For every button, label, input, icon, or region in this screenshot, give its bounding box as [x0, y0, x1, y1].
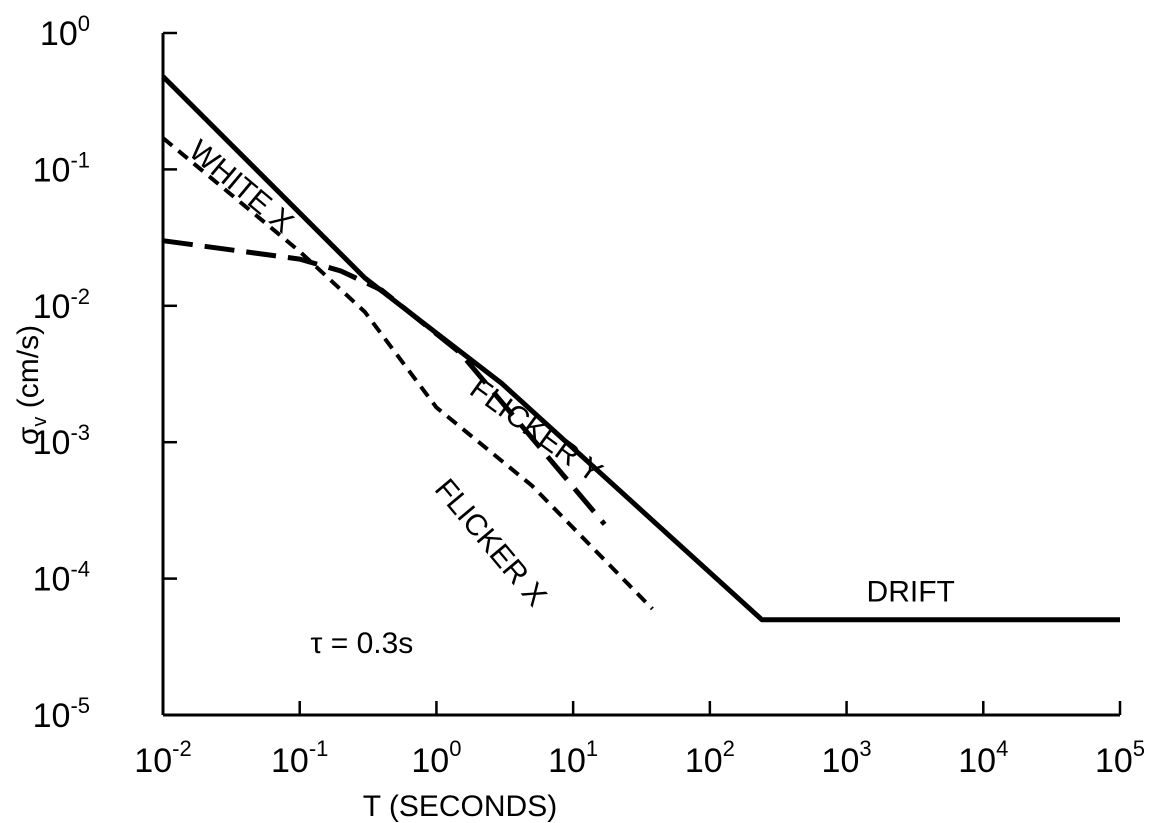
y-tick-label: 100	[40, 11, 90, 53]
y-tick-label-base: 10	[33, 288, 71, 326]
y-tick-label-base: 10	[33, 424, 71, 462]
x-tick-label-exp: 4	[996, 736, 1008, 761]
y-axis-title-sigma: σ	[12, 426, 45, 445]
annotation-label: FLICKER X	[428, 473, 553, 613]
x-tick-label-base: 10	[958, 742, 996, 780]
annotation-label: FLICKER Y	[464, 372, 608, 490]
series-line-flicker-y	[162, 238, 607, 526]
x-tick-label: 105	[1095, 736, 1145, 780]
y-tick-label-exp: -3	[70, 420, 90, 445]
x-tick-label: 101	[548, 736, 598, 780]
y-axis-title: σv (cm/s)	[12, 325, 51, 445]
x-tick-label-base: 10	[1095, 742, 1133, 780]
x-tick-label: 104	[958, 736, 1008, 780]
y-tick-label-base: 10	[33, 697, 71, 735]
y-axis-title-sub: v	[29, 417, 51, 427]
y-tick-label-exp: -5	[70, 693, 90, 718]
y-axis-title-unit: (cm/s)	[12, 325, 45, 417]
y-tick-label: 10-5	[33, 693, 90, 735]
x-tick-label-exp: 3	[859, 736, 871, 761]
series-line-flicker-x	[161, 136, 654, 611]
x-tick-label-base: 10	[548, 742, 586, 780]
y-tick-label: 10-3	[33, 420, 90, 462]
y-tick-label-exp: -2	[70, 284, 90, 309]
y-tick-label: 10-2	[33, 284, 90, 326]
x-tick-label-exp: 1	[586, 736, 598, 761]
x-tick-label-base: 10	[271, 742, 309, 780]
x-tick-label-exp: 2	[723, 736, 735, 761]
x-tick-label-exp: 5	[1133, 736, 1145, 761]
y-tick-label-exp: -1	[70, 147, 90, 172]
y-tick-label-base: 10	[33, 151, 71, 189]
y-tick-label-base: 10	[33, 561, 71, 599]
y-tick-label: 10-1	[33, 147, 90, 189]
series-line-total	[161, 74, 1120, 623]
x-tick-label: 100	[411, 736, 461, 780]
x-ticks: 10-2 10-1 100 101 102 103 104 105	[134, 701, 1145, 780]
x-tick-label: 103	[822, 736, 872, 780]
y-tick-label-exp: -4	[70, 557, 90, 582]
x-tick-label-exp: 0	[449, 736, 461, 761]
y-tick-label-exp: 0	[78, 11, 90, 36]
x-tick-label: 10-2	[134, 736, 191, 780]
y-tick-label-base: 10	[40, 15, 78, 53]
annotation-label: τ = 0.3s	[311, 627, 414, 660]
x-tick-label-base: 10	[134, 742, 172, 780]
annotation-label: DRIFT	[867, 575, 955, 608]
y-tick-label: 10-4	[33, 557, 90, 599]
x-tick-label-base: 10	[822, 742, 860, 780]
x-tick-label-base: 10	[411, 742, 449, 780]
x-tick-label-exp: -1	[309, 736, 329, 761]
x-axis-title: T (SECONDS)	[363, 790, 557, 823]
x-tick-label: 10-1	[271, 736, 328, 780]
x-tick-label-base: 10	[685, 742, 723, 780]
annotation-label: WHITE X	[183, 134, 300, 240]
series-layer	[161, 74, 1120, 623]
x-tick-label-exp: -2	[172, 736, 192, 761]
x-tick-label: 102	[685, 736, 735, 780]
